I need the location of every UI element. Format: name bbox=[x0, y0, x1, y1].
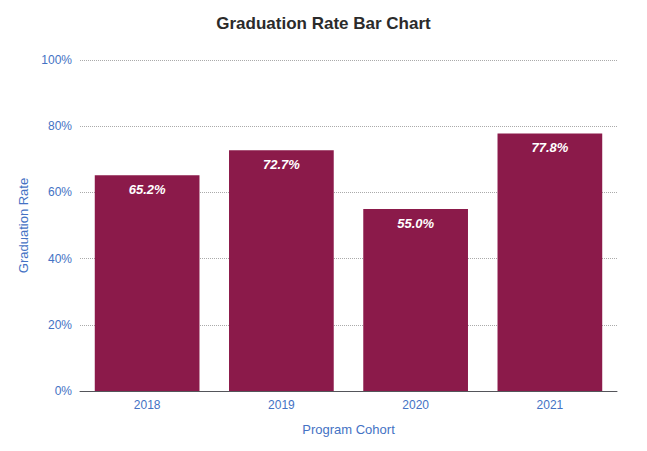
svg-text:Graduation Rate Bar Chart: Graduation Rate Bar Chart bbox=[216, 14, 431, 33]
svg-text:Graduation Rate: Graduation Rate bbox=[16, 178, 31, 273]
svg-text:55.0%: 55.0% bbox=[397, 216, 434, 231]
svg-text:2018: 2018 bbox=[134, 398, 161, 412]
svg-text:60%: 60% bbox=[48, 185, 72, 199]
svg-text:80%: 80% bbox=[48, 119, 72, 133]
svg-text:65.2%: 65.2% bbox=[129, 182, 166, 197]
svg-text:0%: 0% bbox=[55, 384, 73, 398]
svg-text:72.7%: 72.7% bbox=[263, 157, 300, 172]
svg-text:Program Cohort: Program Cohort bbox=[302, 422, 395, 437]
svg-text:2021: 2021 bbox=[537, 398, 564, 412]
svg-text:20%: 20% bbox=[48, 318, 72, 332]
svg-text:40%: 40% bbox=[48, 252, 72, 266]
svg-text:2020: 2020 bbox=[402, 398, 429, 412]
svg-text:2019: 2019 bbox=[268, 398, 295, 412]
svg-text:77.8%: 77.8% bbox=[531, 140, 568, 155]
svg-text:100%: 100% bbox=[41, 53, 72, 67]
